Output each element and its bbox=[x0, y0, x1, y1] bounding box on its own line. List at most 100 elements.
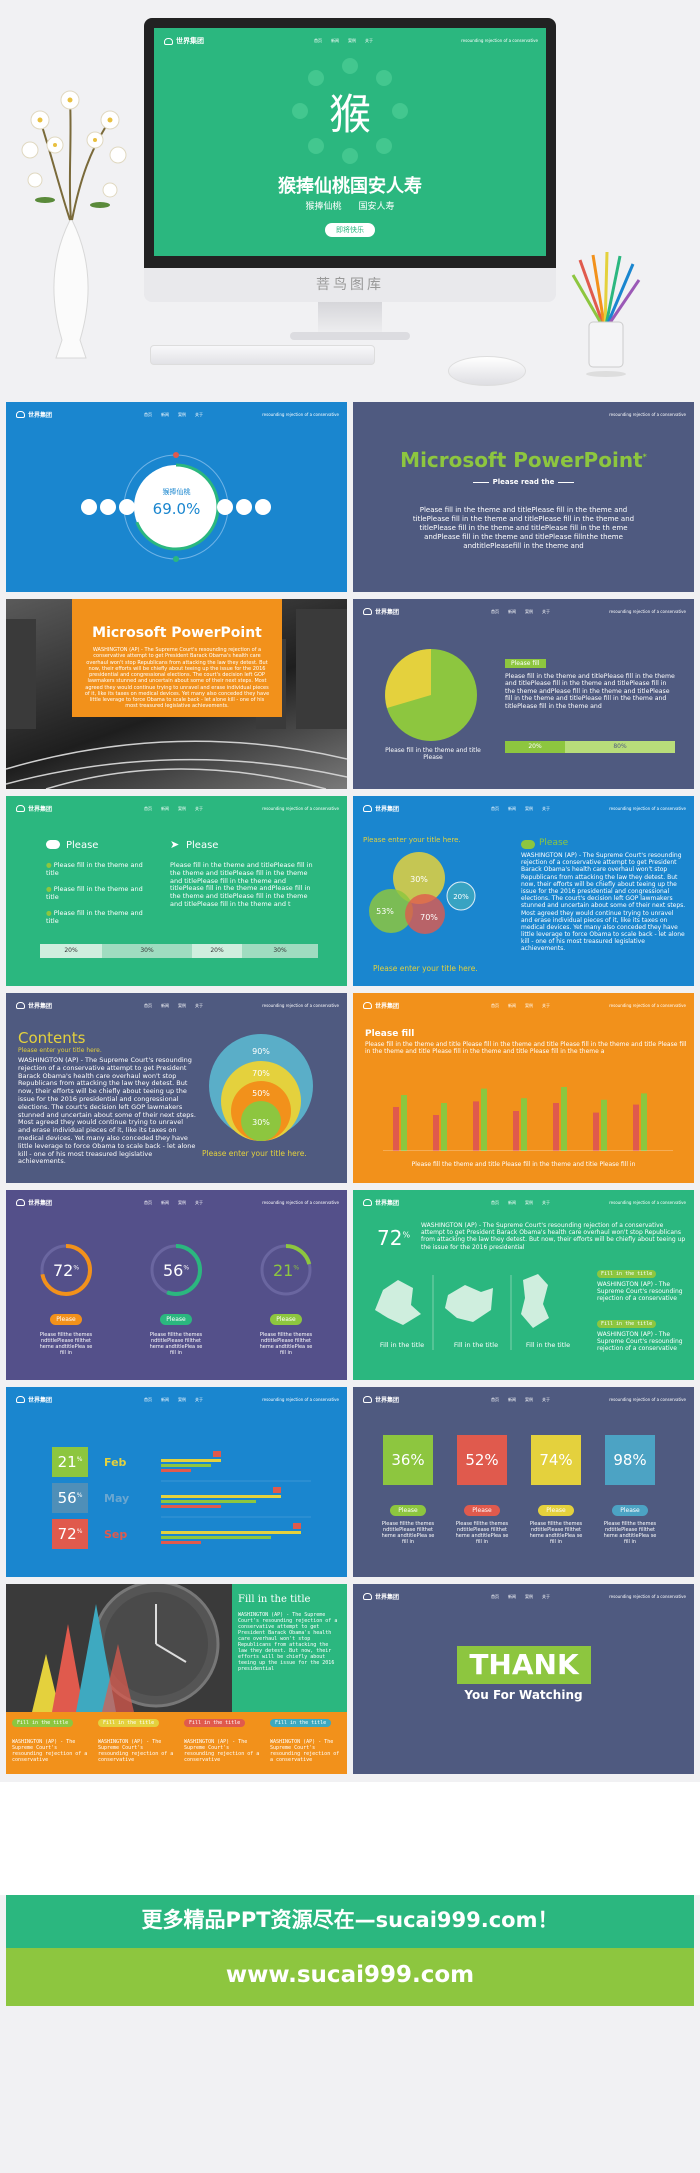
gauge-button[interactable]: Please bbox=[50, 1314, 82, 1325]
row-box bbox=[52, 1447, 88, 1477]
logo[interactable]: 世界集团 bbox=[363, 1001, 399, 1010]
logo[interactable]: 世界集团 bbox=[16, 1198, 52, 1207]
nav-link-home[interactable]: 首页 bbox=[144, 412, 152, 417]
nav-link-home[interactable]: 首页 bbox=[144, 1397, 152, 1402]
nav-link-about[interactable]: 关于 bbox=[195, 1003, 203, 1008]
footer-banner-lime bbox=[6, 1948, 694, 2006]
body-text: Please fill in the theme and title Pleas… bbox=[365, 1041, 687, 1056]
nav-link-about[interactable]: 关于 bbox=[195, 806, 203, 811]
nav-link-news[interactable]: 新闻 bbox=[161, 412, 169, 417]
nav-link-cases[interactable]: 案例 bbox=[525, 1003, 533, 1008]
nav-link-home[interactable]: 首页 bbox=[144, 806, 152, 811]
logo[interactable]: 世界集团 bbox=[363, 1395, 399, 1404]
footer-line-1[interactable]: 更多精品PPT资源尽在—sucai999.com！ bbox=[141, 1908, 559, 1932]
nav-link-about[interactable]: 关于 bbox=[542, 609, 550, 614]
nav-link-home[interactable]: 首页 bbox=[491, 1003, 499, 1008]
square-button[interactable]: Please bbox=[538, 1505, 574, 1516]
nav-link-cases[interactable]: 案例 bbox=[178, 1200, 186, 1205]
logo[interactable]: 世界集团 bbox=[363, 1592, 399, 1601]
subtitle: Please read the bbox=[492, 478, 555, 486]
nav-link-home[interactable]: 首页 bbox=[314, 38, 322, 43]
leaf-icon bbox=[342, 58, 358, 74]
nav-link-cases[interactable]: 案例 bbox=[178, 1397, 186, 1402]
nav-link-about[interactable]: 关于 bbox=[195, 1200, 203, 1205]
map-group bbox=[375, 1274, 549, 1350]
footer-line-2[interactable]: www.sucai999.com bbox=[225, 1962, 475, 1988]
nav-link-cases[interactable]: 案例 bbox=[525, 1594, 533, 1599]
logo[interactable]: 世界集团 bbox=[16, 1395, 52, 1404]
tagline: resounding rejection of a conservative bbox=[461, 38, 538, 43]
logo[interactable]: 世界集团 bbox=[16, 804, 52, 813]
nav-link-news[interactable]: 新闻 bbox=[508, 806, 516, 811]
caption: WASHINGTON (AP) - The Supreme Court's re… bbox=[270, 1739, 340, 1763]
gauge-button[interactable]: Please bbox=[160, 1314, 192, 1325]
nav-link-about[interactable]: 关于 bbox=[542, 1594, 550, 1599]
nav-link-news[interactable]: 新闻 bbox=[161, 1200, 169, 1205]
nav-link-home[interactable]: 首页 bbox=[491, 806, 499, 811]
nav-link-about[interactable]: 关于 bbox=[542, 806, 550, 811]
bar bbox=[561, 1087, 567, 1151]
logo[interactable]: 世界集团 bbox=[363, 607, 399, 616]
subtitle: Please enter your title here. bbox=[18, 1047, 102, 1054]
square-button[interactable]: Please bbox=[612, 1505, 648, 1516]
heading-left: Please enter your title here. bbox=[363, 836, 461, 844]
nav-link-news[interactable]: 新闻 bbox=[508, 1397, 516, 1402]
logo[interactable]: 世界集团 bbox=[16, 410, 52, 419]
nav-link-news[interactable]: 新闻 bbox=[508, 609, 516, 614]
nav-link-news[interactable]: 新闻 bbox=[508, 1003, 516, 1008]
nav-link-news[interactable]: 新闻 bbox=[508, 1594, 516, 1599]
row-box bbox=[52, 1483, 88, 1513]
nav-link-about[interactable]: 关于 bbox=[542, 1003, 550, 1008]
circle-label: 30% bbox=[410, 875, 428, 884]
nav-link-news[interactable]: 新闻 bbox=[331, 38, 339, 43]
logo-icon bbox=[363, 1002, 372, 1009]
nav-link-home[interactable]: 首页 bbox=[491, 1200, 499, 1205]
square-button[interactable]: Please bbox=[390, 1505, 426, 1516]
logo[interactable]: 世界集团 bbox=[16, 1001, 52, 1010]
monitor-brand: 菩鸟图库 bbox=[316, 277, 384, 293]
nav-link-cases[interactable]: 案例 bbox=[348, 38, 356, 43]
hero-screen: 世界集团 首页 新闻 案例 关于 resounding rejection of a … bbox=[154, 28, 546, 256]
nav-link-news[interactable]: 新闻 bbox=[161, 806, 169, 811]
logo[interactable]: 世界集团 bbox=[363, 804, 399, 813]
nav-link-about[interactable]: 关于 bbox=[195, 1397, 203, 1402]
nav-link-home[interactable]: 首页 bbox=[491, 1594, 499, 1599]
logo-icon bbox=[16, 1396, 25, 1403]
bar-segment: 30% bbox=[102, 944, 192, 958]
title: Fill in the title bbox=[238, 1594, 311, 1605]
logo[interactable]: 世界集团 bbox=[164, 36, 204, 46]
nav-link-cases[interactable]: 案例 bbox=[178, 412, 186, 417]
gauge-arc bbox=[260, 1244, 312, 1296]
nav-link-about[interactable]: 关于 bbox=[365, 38, 373, 43]
square-caption: Please fillthe themes ndtitlePlease fill… bbox=[455, 1521, 509, 1545]
nav-link-cases[interactable]: 案例 bbox=[178, 1003, 186, 1008]
body-text: Please fill in the theme and titlePlease… bbox=[170, 861, 313, 908]
nav-link-cases[interactable]: 案例 bbox=[525, 806, 533, 811]
tagline: resounding rejection of a conservative bbox=[262, 1397, 339, 1402]
nav-link-news[interactable]: 新闻 bbox=[508, 1200, 516, 1205]
nav-link-home[interactable]: 首页 bbox=[491, 1397, 499, 1402]
hero-button[interactable]: 即将快乐 bbox=[325, 223, 375, 237]
nav-link-about[interactable]: 关于 bbox=[195, 412, 203, 417]
logo[interactable]: 世界集团 bbox=[363, 1198, 399, 1207]
nav-links: 首页 新闻 案例 关于 bbox=[491, 609, 550, 615]
nav-link-about[interactable]: 关于 bbox=[542, 1200, 550, 1205]
tag: Fill in the title bbox=[98, 1719, 160, 1727]
square-button[interactable]: Please bbox=[464, 1505, 500, 1516]
gauge-button[interactable]: Please bbox=[270, 1314, 302, 1325]
thank-text: THANK bbox=[457, 1646, 591, 1684]
nav-link-about[interactable]: 关于 bbox=[542, 1397, 550, 1402]
nav-links: 首页 新闻 案例 关于 bbox=[144, 806, 203, 812]
nav-link-cases[interactable]: 案例 bbox=[178, 806, 186, 811]
nav-link-home[interactable]: 首页 bbox=[144, 1200, 152, 1205]
nav-link-news[interactable]: 新闻 bbox=[161, 1397, 169, 1402]
gauge-value: 72% bbox=[52, 1261, 80, 1280]
nav-link-home[interactable]: 首页 bbox=[144, 1003, 152, 1008]
nav-link-news[interactable]: 新闻 bbox=[161, 1003, 169, 1008]
nav-link-cases[interactable]: 案例 bbox=[525, 609, 533, 614]
tag: Fill in the title bbox=[597, 1270, 657, 1278]
nav-link-home[interactable]: 首页 bbox=[491, 609, 499, 614]
nav-link-cases[interactable]: 案例 bbox=[525, 1397, 533, 1402]
row-value: 21% bbox=[57, 1453, 83, 1471]
nav-link-cases[interactable]: 案例 bbox=[525, 1200, 533, 1205]
